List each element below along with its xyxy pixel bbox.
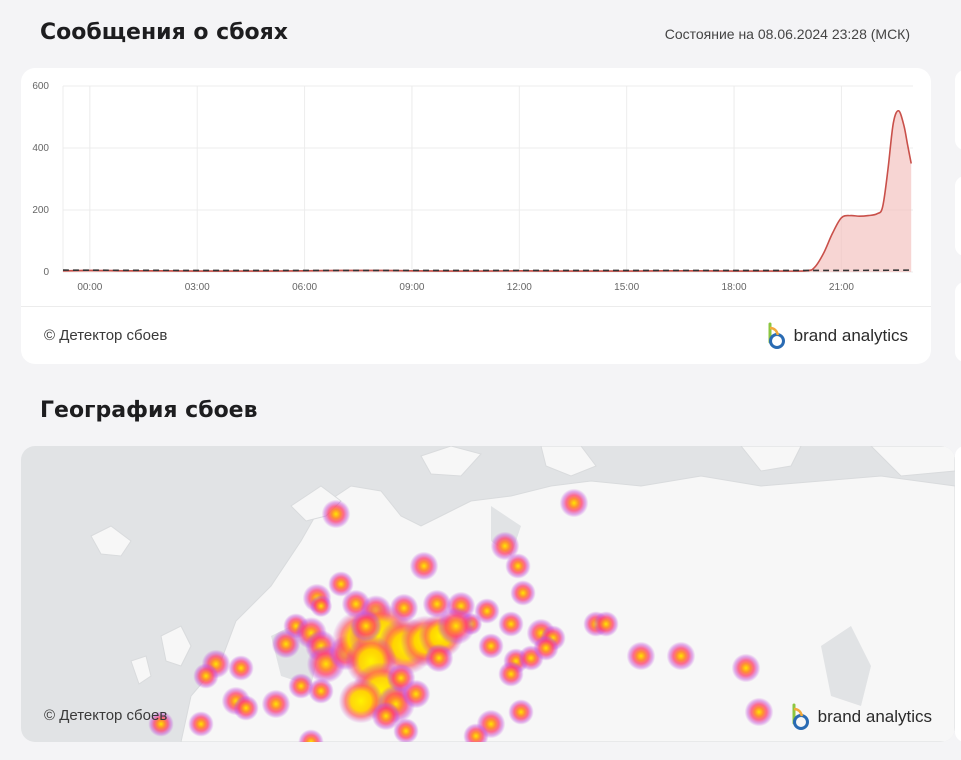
reports-area xyxy=(63,110,912,273)
y-tick-label: 0 xyxy=(43,267,49,278)
heat-spot xyxy=(744,697,774,727)
reports-line xyxy=(62,109,912,272)
heat-spot xyxy=(271,629,301,659)
heat-spot xyxy=(228,655,254,681)
heat-spot xyxy=(386,663,416,693)
heat-spot xyxy=(463,723,489,742)
chart-card: 0 200 400 600 00:00 03:00 06:00 09:00 12:00 15:00… xyxy=(21,68,931,364)
heat-spot xyxy=(510,580,536,606)
geo-title: География сбоев xyxy=(40,398,258,423)
side-card-stub xyxy=(955,176,961,256)
y-tick-label: 600 xyxy=(32,81,49,92)
geo-brand-name: brand analytics xyxy=(817,707,932,726)
status-timestamp: Состояние на 08.06.2024 23:28 (МСК) xyxy=(664,26,910,42)
geo-brand-logo[interactable]: brand analytics xyxy=(790,703,932,731)
heat-spot xyxy=(261,689,291,719)
map-canvas[interactable] xyxy=(21,446,955,742)
page-title: Сообщения о сбоях xyxy=(40,20,288,45)
heat-spot xyxy=(148,711,174,737)
heat-spot xyxy=(498,611,524,637)
heat-spot xyxy=(321,499,351,529)
heat-spot xyxy=(559,488,589,518)
y-tick-label: 200 xyxy=(32,205,49,216)
copyright-text: © Детектор сбоев xyxy=(44,327,168,344)
heat-spot xyxy=(731,653,761,683)
brand-analytics-icon xyxy=(768,322,785,349)
brand-logo[interactable]: brand analytics xyxy=(766,322,908,350)
heat-spot xyxy=(593,611,619,637)
heat-spot xyxy=(424,643,454,673)
y-tick-label: 400 xyxy=(32,143,49,154)
heat-spot xyxy=(309,594,333,618)
heat-spot xyxy=(474,598,500,624)
heat-spot xyxy=(188,711,214,737)
heat-spot xyxy=(350,610,382,642)
heat-spot xyxy=(298,729,324,742)
x-tick-label: 18:00 xyxy=(722,282,747,293)
heat-spot xyxy=(666,641,696,671)
side-card-stub xyxy=(955,282,961,362)
brand-analytics-icon xyxy=(792,703,809,730)
side-card-stub xyxy=(955,70,961,150)
x-tick-label: 06:00 xyxy=(292,282,317,293)
card-divider xyxy=(21,306,931,307)
heat-spot xyxy=(288,673,314,699)
heat-spot xyxy=(498,661,524,687)
heat-spot xyxy=(436,606,476,646)
heat-spot xyxy=(478,633,504,659)
heat-spot xyxy=(626,641,656,671)
heat-spot xyxy=(533,635,559,661)
heatmap-map[interactable]: © Детектор сбоев brand analytics xyxy=(21,446,955,742)
heat-spot xyxy=(508,699,534,725)
reports-chart[interactable]: 0 200 400 600 00:00 03:00 06:00 09:00 12:00 15:00… xyxy=(21,68,931,306)
heat-spot xyxy=(371,701,401,731)
heat-spot xyxy=(393,718,419,742)
brand-name: brand analytics xyxy=(793,326,908,345)
x-tick-label: 00:00 xyxy=(77,282,102,293)
heat-spot xyxy=(193,663,219,689)
heat-spot xyxy=(490,531,520,561)
x-tick-label: 15:00 xyxy=(614,282,639,293)
heat-spot xyxy=(328,571,354,597)
x-tick-label: 21:00 xyxy=(829,282,854,293)
x-tick-label: 12:00 xyxy=(507,282,532,293)
heat-spot xyxy=(505,553,531,579)
heat-spot xyxy=(233,695,259,721)
heat-spot xyxy=(308,678,334,704)
side-card-stub xyxy=(955,446,961,742)
heat-spot xyxy=(409,551,439,581)
geo-copyright-text: © Детектор сбоев xyxy=(44,707,168,724)
x-tick-label: 09:00 xyxy=(399,282,424,293)
x-tick-label: 03:00 xyxy=(185,282,210,293)
